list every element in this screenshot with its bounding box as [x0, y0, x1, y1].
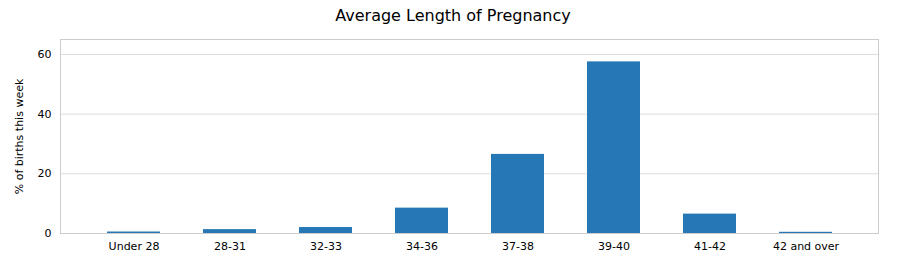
svg-text:42 and over: 42 and over — [773, 240, 840, 253]
svg-text:20: 20 — [38, 167, 52, 180]
svg-text:34-36: 34-36 — [406, 240, 438, 253]
svg-text:60: 60 — [38, 48, 52, 61]
svg-text:28-31: 28-31 — [214, 240, 246, 253]
svg-text:32-33: 32-33 — [310, 240, 342, 253]
svg-text:0: 0 — [45, 227, 52, 240]
svg-text:37-38: 37-38 — [502, 240, 534, 253]
html-text:Average Length of Pregnancy: Average Length of Pregnancy — [335, 6, 571, 25]
svg-text:41-42: 41-42 — [694, 240, 726, 253]
svg-text:% of births this week: % of births this week — [13, 78, 26, 194]
svg-text:40: 40 — [38, 108, 52, 121]
svg-text:Under 28: Under 28 — [109, 240, 160, 253]
svg-text:39-40: 39-40 — [598, 240, 630, 253]
